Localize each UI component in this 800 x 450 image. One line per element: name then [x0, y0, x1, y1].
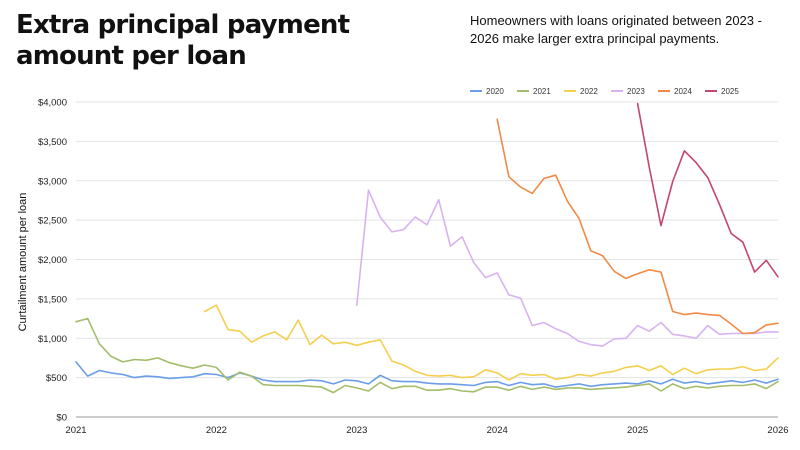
- series-lines: [75, 102, 779, 394]
- x-tick-label: 2025: [627, 425, 648, 436]
- y-axis-ticks: $0 $500 $1,000 $1,500 $2,000 $2,500 $3,000 $3,5…: [38, 98, 67, 424]
- y-tick-label: $2,500: [38, 216, 67, 227]
- legend-label-2023: 2023: [627, 87, 645, 96]
- series-line-2025: [636, 102, 779, 278]
- y-tick-label: $2,000: [38, 255, 67, 266]
- y-tick-label: $3,000: [38, 176, 67, 187]
- y-tick-label: $1,500: [38, 294, 67, 305]
- legend-label-2021: 2021: [533, 87, 551, 96]
- x-axis-ticks: 2021 2022 2023 2024 2025 2026: [65, 425, 788, 436]
- series-line-2021: [75, 317, 779, 394]
- grid-lines: [76, 101, 778, 418]
- page-subtitle: Homeowners with loans originated between…: [470, 13, 762, 46]
- x-tick-label: 2021: [65, 425, 86, 436]
- x-tick-label: 2023: [346, 425, 367, 436]
- x-tick-label: 2026: [767, 425, 788, 436]
- legend-label-2024: 2024: [674, 87, 692, 96]
- y-tick-label: $1,000: [38, 334, 67, 345]
- series-line-2023: [356, 189, 779, 347]
- series-line-2024: [496, 118, 779, 335]
- legend: 2020 2021 2022 2023 2024 2025: [470, 87, 739, 96]
- y-tick-label: $4,000: [38, 98, 67, 109]
- y-tick-label: $0: [56, 413, 67, 424]
- x-tick-label: 2024: [487, 425, 508, 436]
- y-tick-label: $3,500: [38, 137, 67, 148]
- x-tick-label: 2022: [206, 425, 227, 436]
- series-line-2022: [203, 304, 779, 381]
- legend-label-2022: 2022: [580, 87, 598, 96]
- y-axis-label: Curtailment amount per loan: [17, 193, 29, 332]
- legend-label-2020: 2020: [486, 87, 504, 96]
- page-title: Extra principal payment amount per loan: [16, 10, 350, 71]
- legend-label-2025: 2025: [721, 87, 739, 96]
- y-tick-label: $500: [46, 373, 67, 384]
- series-line-2020: [75, 361, 779, 388]
